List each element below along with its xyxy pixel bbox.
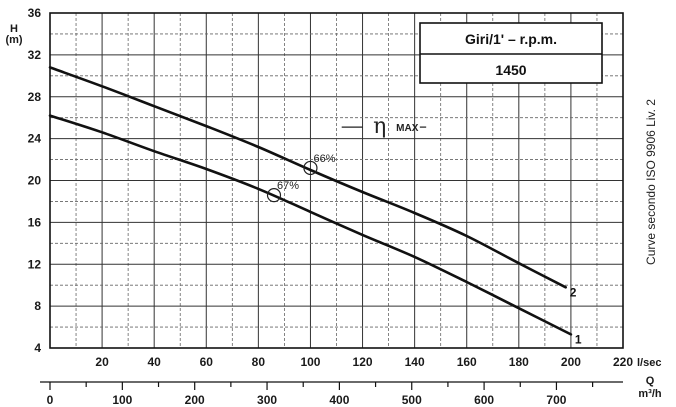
y-axis-label-bottom: (m) xyxy=(5,34,22,46)
x-tick-label: 20 xyxy=(95,355,109,369)
efficiency-points: 67% 66% xyxy=(266,153,336,203)
secondary-x-tick-label: 0 xyxy=(47,393,54,407)
speed-box-value: 1450 xyxy=(495,62,526,78)
secondary-x-tick-label: 200 xyxy=(185,393,205,407)
series-group: 12 xyxy=(48,66,582,346)
x-tick-label: 60 xyxy=(200,355,214,369)
y-tick-label: 4 xyxy=(34,341,41,355)
secondary-x-axis-label-top: Q xyxy=(646,375,655,387)
speed-box: Giri/1' – r.p.m. 1450 xyxy=(419,22,603,84)
y-tick-label: 8 xyxy=(34,299,41,313)
y-tick-label: 36 xyxy=(28,6,42,20)
series-label-2: 2 xyxy=(570,285,577,299)
secondary-x-axis-ticks: 0 100 200 300 400 500 600 700 xyxy=(47,382,594,407)
series-line-1 xyxy=(48,114,573,336)
x-tick-label: 140 xyxy=(405,355,425,369)
secondary-x-tick-label: 100 xyxy=(112,393,132,407)
x-tick-label: 40 xyxy=(148,355,162,369)
efficiency-point-label: 67% xyxy=(277,180,299,192)
speed-box-frame xyxy=(419,22,603,84)
eta-symbol: η xyxy=(373,114,386,139)
secondary-x-tick-label: 300 xyxy=(257,393,277,407)
x-tick-label: 160 xyxy=(457,355,477,369)
efficiency-point-marker xyxy=(266,188,282,203)
x-tick-label: 100 xyxy=(300,355,320,369)
efficiency-point-label: 66% xyxy=(313,153,335,165)
x-tick-label: 200 xyxy=(561,355,581,369)
y-tick-label: 24 xyxy=(28,132,42,146)
y-tick-label: 12 xyxy=(28,257,42,271)
speed-box-header: Giri/1' – r.p.m. xyxy=(465,31,557,47)
efficiency-point-marker xyxy=(303,160,318,176)
x-tick-label: 220 xyxy=(613,355,633,369)
side-note: Curve secondo ISO 9906 Liv. 2 xyxy=(644,99,658,265)
secondary-x-tick-label: 700 xyxy=(546,393,566,407)
x-tick-label: 180 xyxy=(509,355,529,369)
x-axis-ticks: 20 40 60 80 100 120 140 160 180 200 220 xyxy=(95,355,633,369)
series-label-1: 1 xyxy=(575,332,582,346)
x-tick-label: 80 xyxy=(252,355,266,369)
plot-frame xyxy=(49,12,624,349)
secondary-x-tick-label: 600 xyxy=(474,393,494,407)
y-axis-label-top: H xyxy=(10,23,18,35)
y-tick-label: 28 xyxy=(28,90,42,104)
x-axis-label: l/sec xyxy=(637,357,661,369)
secondary-x-axis-label-bottom: m³/h xyxy=(638,388,662,400)
x-tick-label: 120 xyxy=(353,355,373,369)
y-axis-ticks: 4 8 12 16 20 24 28 32 36 xyxy=(28,6,42,355)
y-tick-label: 16 xyxy=(28,215,42,229)
secondary-x-tick-label: 400 xyxy=(329,393,349,407)
series-line-2 xyxy=(48,66,567,289)
eta-max-text: MAX xyxy=(396,123,419,134)
y-tick-label: 20 xyxy=(28,174,42,188)
secondary-x-tick-label: 500 xyxy=(402,393,422,407)
eta-max-annotation: η MAX xyxy=(341,114,427,139)
y-tick-label: 32 xyxy=(28,48,42,62)
